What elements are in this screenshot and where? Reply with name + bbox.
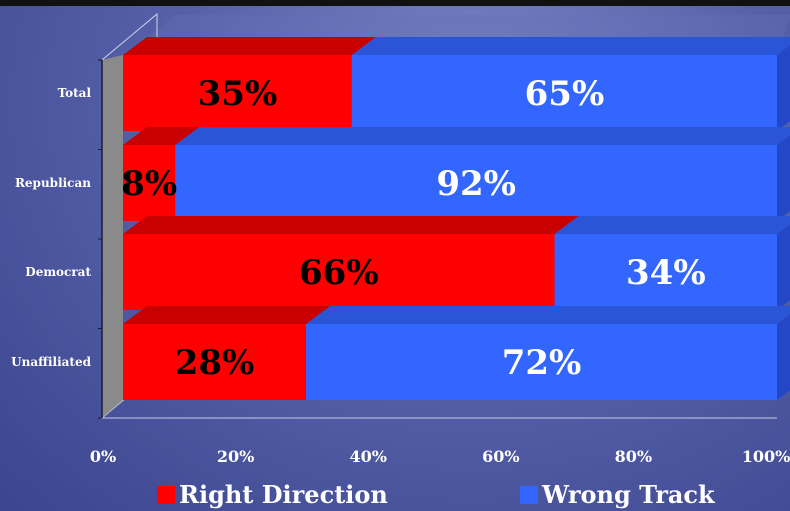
- data-label: 72%: [502, 343, 582, 383]
- bar-segment: [175, 145, 777, 221]
- bar-top-face: [123, 216, 579, 234]
- legend-label-right-direction: Right Direction: [179, 480, 388, 509]
- bar-side-face: [777, 224, 790, 310]
- category-label: Republican: [15, 176, 91, 190]
- top-band: [0, 0, 790, 6]
- bar-segment: [306, 324, 777, 400]
- bar-top-face: [351, 37, 790, 55]
- bar-top-face: [123, 306, 331, 324]
- bar-top-face: [123, 127, 200, 145]
- data-label: 92%: [436, 164, 516, 204]
- x-tick-label: 60%: [482, 447, 519, 466]
- bar-side-face: [777, 45, 790, 131]
- data-label: 65%: [525, 74, 605, 114]
- bar-segment: [123, 234, 555, 310]
- bar-segment: [123, 55, 352, 131]
- x-tick-label: 80%: [615, 447, 652, 466]
- category-label: Democrat: [25, 265, 91, 279]
- legend-label-wrong-track: Wrong Track: [542, 480, 715, 509]
- data-label: 8%: [121, 164, 177, 204]
- data-label: 34%: [626, 253, 706, 293]
- bar-side-face: [777, 135, 790, 221]
- category-label: Unaffiliated: [11, 355, 91, 369]
- bar-segment: [123, 324, 307, 400]
- x-tick-label: 100%: [742, 447, 790, 466]
- chart-left-wall: [102, 55, 123, 418]
- x-tick-label: 0%: [90, 447, 116, 466]
- category-label: Total: [58, 86, 92, 100]
- bar-top-face: [554, 216, 790, 234]
- x-tick-label: 20%: [217, 447, 254, 466]
- legend: Right Direction Wrong Track: [0, 478, 790, 510]
- bar-segment: [123, 145, 176, 221]
- data-label: 66%: [299, 253, 379, 293]
- data-label: 35%: [198, 74, 278, 114]
- bar-top-face: [306, 306, 790, 324]
- bar-side-face: [777, 314, 790, 400]
- legend-item-wrong-track: Wrong Track: [520, 480, 715, 509]
- bar-top-face: [123, 37, 376, 55]
- bar-segment: [554, 234, 777, 310]
- bar-top-face: [175, 127, 790, 145]
- data-label: 28%: [175, 343, 255, 383]
- legend-item-right-direction: Right Direction: [157, 480, 388, 509]
- bar-segment: [351, 55, 777, 131]
- legend-swatch-right-direction: [157, 485, 175, 504]
- legend-swatch-wrong-track: [520, 485, 538, 504]
- x-tick-label: 40%: [349, 447, 386, 466]
